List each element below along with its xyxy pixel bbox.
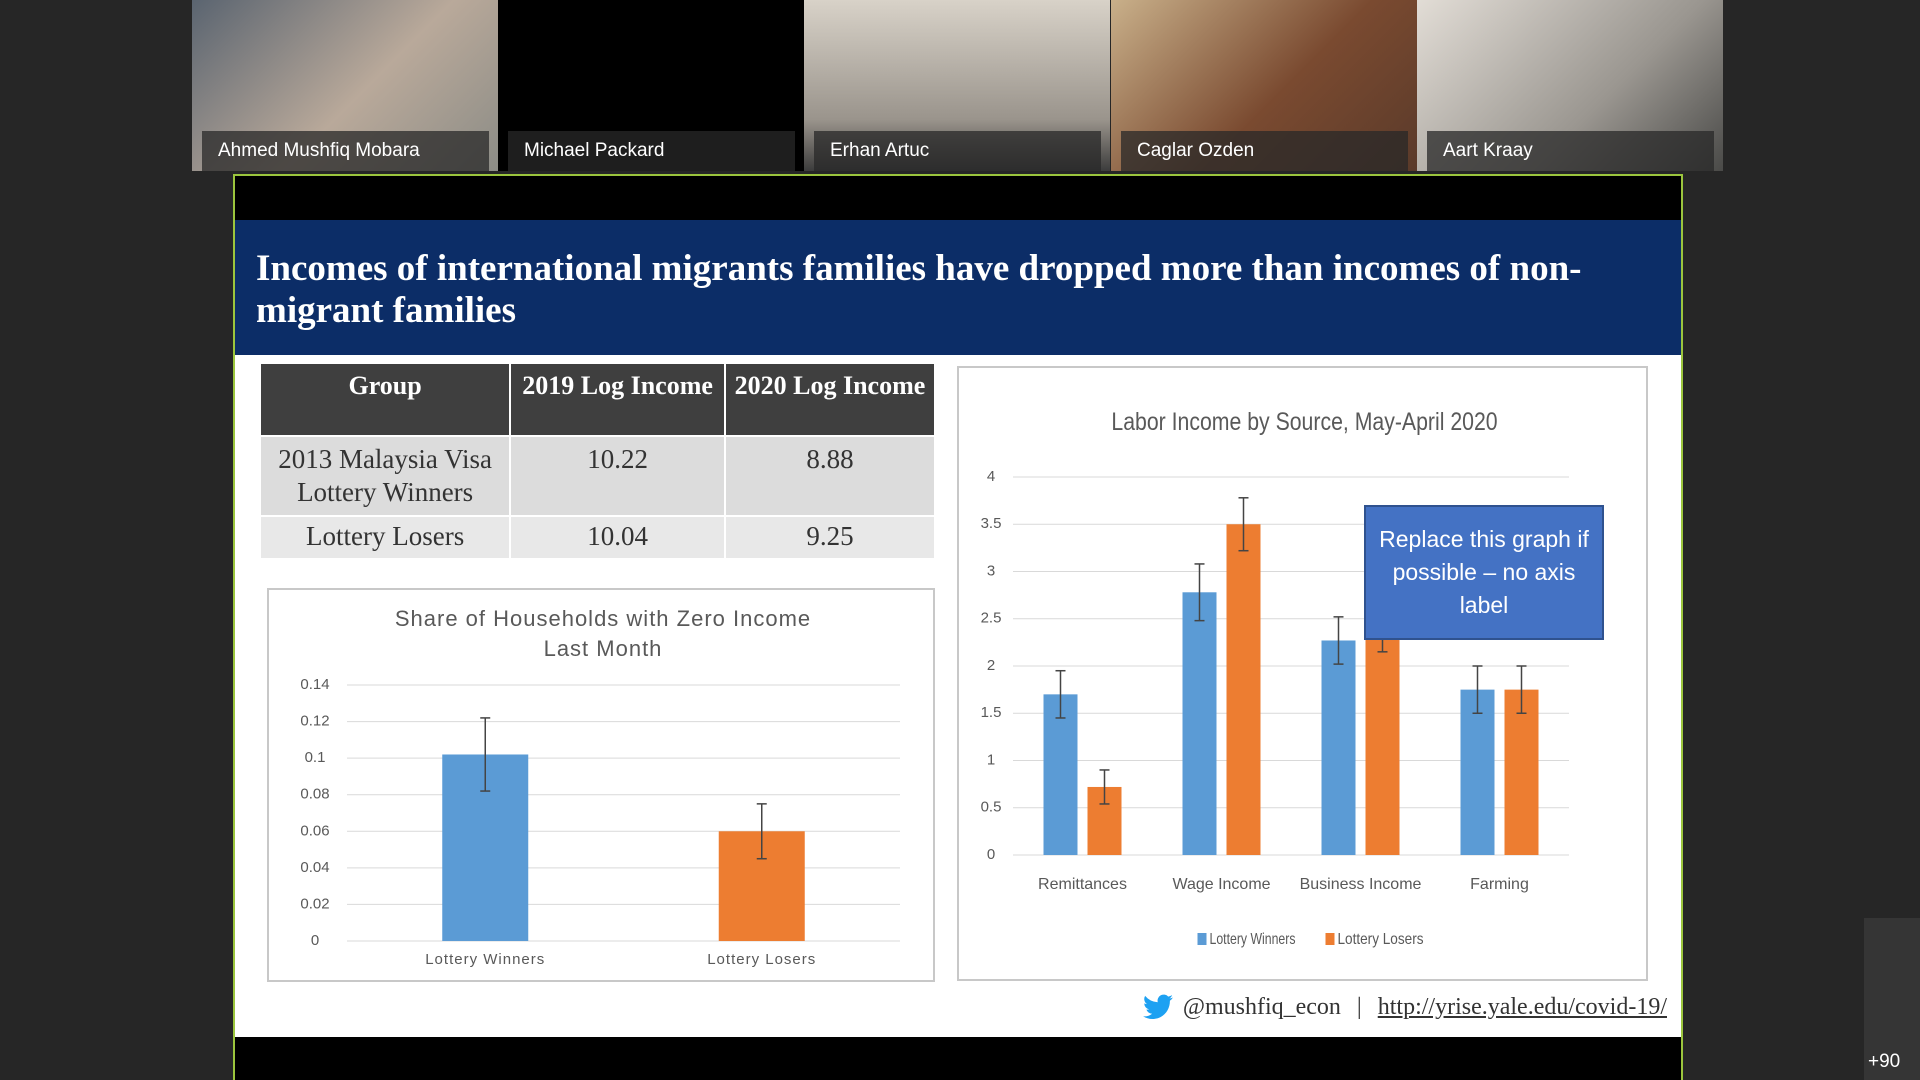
slide-footer: @mushfiq_econ | http://yrise.yale.edu/co… — [1142, 987, 1681, 1027]
y-tick-label: 0 — [311, 932, 319, 949]
slide-title: Incomes of international migrants famili… — [235, 220, 1681, 355]
bar — [1226, 524, 1261, 855]
table-cell: 10.04 — [509, 515, 726, 560]
slide-top-band — [235, 176, 1681, 220]
table-cell: 2013 Malaysia Visa Lottery Winners — [258, 435, 512, 517]
x-tick-label: Remittances — [1038, 876, 1127, 893]
y-tick-label: 0.08 — [300, 786, 329, 803]
more-participants[interactable]: +90 — [1868, 1051, 1901, 1072]
participant-name: Caglar Ozden — [1121, 131, 1408, 171]
twitter-handle: @mushfiq_econ — [1182, 993, 1341, 1020]
bar — [1321, 640, 1356, 855]
participant-name: Aart Kraay — [1427, 131, 1714, 171]
slide-bottom-band — [235, 1037, 1681, 1080]
chart-plot: 0 0.02 0.04 0.06 0.08 0.1 0.12 0.14 Lottery Winn… — [300, 676, 900, 968]
y-tick-label: 0.14 — [300, 676, 329, 693]
legend-swatch — [1325, 933, 1335, 945]
table-cell: Lottery Losers — [258, 515, 512, 560]
x-tick-label: Business Income — [1300, 876, 1422, 893]
y-tick-label: 0.12 — [300, 713, 329, 730]
bar — [1504, 689, 1539, 855]
table-header: 2020 Log Income — [723, 362, 937, 437]
chart-plot: 0 0.5 1 1.5 2 2.5 3 3.5 4 Lottery Winners Lottery … — [981, 468, 1569, 948]
y-tick-label: 0.04 — [300, 859, 329, 876]
y-tick-label: 2.5 — [981, 610, 1002, 627]
y-tick-label: 2 — [987, 657, 995, 674]
participant-name: Ahmed Mushfiq Mobara — [202, 131, 489, 171]
y-tick-label: 0.1 — [305, 749, 326, 766]
participant-name: Erhan Artuc — [814, 131, 1101, 171]
legend-label: Lottery Winners — [1210, 931, 1296, 948]
video-tile[interactable]: Erhan Artuc — [804, 0, 1110, 171]
chart-labor-income: 0 0.5 1 1.5 2 2.5 3 3.5 4 Lottery Winners Lottery … — [957, 366, 1648, 981]
y-tick-label: 0 — [987, 846, 995, 863]
table-cell: 8.88 — [723, 435, 937, 517]
video-tile[interactable]: Michael Packard — [498, 0, 804, 171]
bar — [1460, 689, 1495, 855]
x-tick-label: Lottery Losers — [707, 951, 816, 968]
y-tick-label: 1 — [987, 751, 995, 768]
legend-label: Lottery Losers — [1338, 931, 1424, 948]
link[interactable]: http://yrise.yale.edu/covid-19/ — [1377, 993, 1667, 1020]
legend-swatch — [1197, 933, 1207, 945]
chart-title: Labor Income by Source, May-April 2020 — [1111, 408, 1498, 436]
bar — [1182, 592, 1217, 855]
table-header: Group — [258, 362, 512, 437]
bar — [1043, 694, 1078, 855]
bar — [1365, 628, 1400, 855]
annotation-box: Replace this graph if possible – no axis… — [1364, 505, 1604, 640]
y-tick-label: 0.06 — [300, 822, 329, 839]
table-header: 2019 Log Income — [509, 362, 726, 437]
twitter-icon — [1142, 994, 1173, 1019]
x-tick-label: Farming — [1470, 876, 1529, 893]
participant-name: Michael Packard — [508, 131, 795, 171]
y-tick-label: 3 — [987, 562, 995, 579]
y-tick-label: 4 — [987, 468, 995, 485]
video-tile[interactable]: Aart Kraay — [1417, 0, 1723, 171]
table-cell: 10.22 — [509, 435, 726, 517]
y-tick-label: 0.02 — [300, 895, 329, 912]
y-tick-label: 0.5 — [981, 799, 1002, 816]
chart-zero-income: 0 0.02 0.04 0.06 0.08 0.1 0.12 0.14 Lottery Winn… — [267, 588, 935, 982]
x-tick-label: Lottery Winners — [425, 951, 545, 968]
separator: | — [1356, 993, 1362, 1020]
chart-title: Share of Households with Zero Income Las… — [394, 606, 812, 661]
table-cell: 9.25 — [723, 515, 937, 560]
shared-slide: Incomes of international migrants famili… — [233, 174, 1683, 1080]
x-tick-label: Wage Income — [1172, 876, 1270, 893]
y-tick-label: 3.5 — [981, 515, 1002, 532]
income-table: Group 2019 Log Income 2020 Log Income 20… — [258, 362, 937, 560]
y-tick-label: 1.5 — [981, 704, 1002, 721]
overflow-panel — [1864, 918, 1920, 1080]
video-tile[interactable]: Caglar Ozden — [1111, 0, 1417, 171]
video-tile[interactable]: Ahmed Mushfiq Mobara — [192, 0, 498, 171]
